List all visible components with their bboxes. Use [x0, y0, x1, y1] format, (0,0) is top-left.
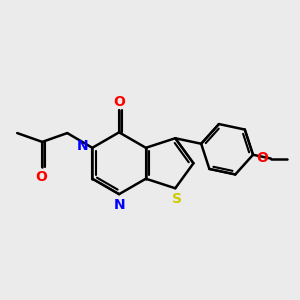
Text: S: S: [172, 192, 182, 206]
Text: O: O: [35, 170, 47, 184]
Text: N: N: [77, 139, 89, 153]
Text: O: O: [113, 95, 125, 109]
Text: N: N: [114, 198, 125, 212]
Text: O: O: [256, 151, 268, 165]
